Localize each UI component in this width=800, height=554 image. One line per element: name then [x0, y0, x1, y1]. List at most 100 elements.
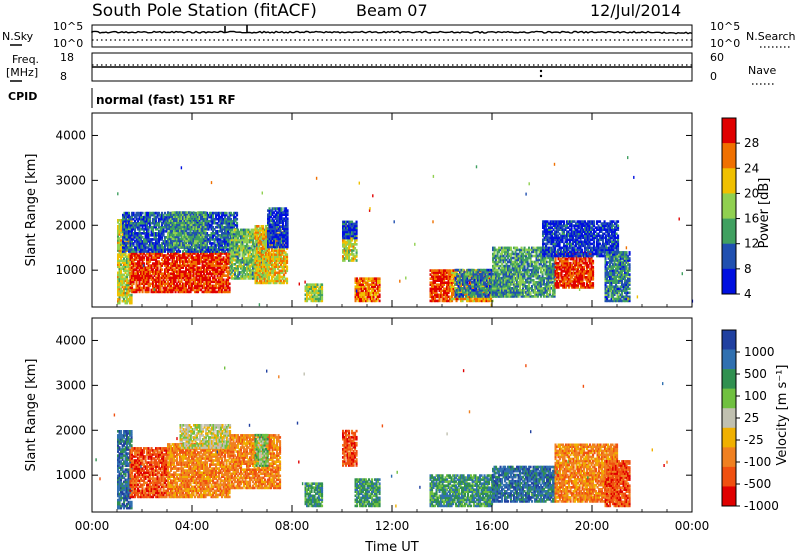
heatmap-cell: [120, 257, 123, 260]
heatmap-cell: [129, 276, 132, 280]
heatmap-cell: [224, 290, 227, 294]
heatmap-cell: [170, 266, 173, 269]
heatmap-cell: [164, 264, 167, 267]
heatmap-cell: [192, 282, 195, 286]
heatmap-cell: [132, 270, 135, 273]
heatmap-cell: [171, 252, 174, 255]
heatmap-cell: [125, 242, 128, 245]
heatmap-cell: [125, 228, 128, 231]
heatmap-cell: [123, 253, 126, 256]
heatmap-cell: [147, 262, 150, 265]
heatmap-cell: [194, 286, 197, 290]
heatmap-cell: [191, 268, 194, 271]
heatmap-cell: [174, 274, 177, 277]
heatmap-cell: [144, 276, 147, 280]
heatmap-cell: [179, 254, 182, 257]
heatmap-cell: [135, 258, 138, 261]
heatmap-cell: [215, 278, 218, 282]
nsearch-label: N.Search: [746, 30, 796, 43]
heatmap-cell: [204, 290, 207, 294]
heatmap-cell: [219, 258, 222, 261]
heatmap-cell: [173, 280, 176, 284]
heatmap-cell: [126, 263, 129, 266]
heatmap-cell: [141, 262, 144, 265]
heatmap-cell: [120, 283, 123, 287]
heatmap-cell: [216, 264, 219, 267]
heatmap-cell: [210, 264, 213, 267]
heatmap-cell: [156, 268, 159, 271]
heatmap-cell: [173, 270, 176, 273]
heatmap-cell: [219, 270, 222, 273]
heatmap-cell: [120, 255, 123, 258]
heatmap-cell: [153, 266, 156, 269]
heatmap-cell: [144, 268, 147, 271]
heatmap-cell: [118, 295, 121, 299]
heatmap-cell: [198, 288, 201, 292]
heatmap-cell: [165, 260, 168, 263]
heatmap-cell: [194, 280, 197, 284]
heatmap-cell: [134, 290, 137, 294]
heatmap-cell: [176, 276, 179, 280]
heatmap-cell: [210, 280, 213, 284]
heatmap-cell: [192, 268, 195, 271]
heatmap-cell: [164, 256, 167, 259]
heatmap-cell: [189, 280, 192, 284]
heatmap-cell: [135, 266, 138, 269]
heatmap-cell: [192, 258, 195, 261]
nsky-tick-top: 10^5: [53, 20, 83, 33]
heatmap-cell: [183, 258, 186, 261]
heatmap-cell: [173, 288, 176, 292]
heatmap-cell: [203, 260, 206, 263]
heatmap-cell: [179, 290, 182, 294]
heatmap-cell: [120, 231, 123, 234]
heatmap-cell: [124, 253, 127, 256]
heatmap-cell: [183, 282, 186, 286]
heatmap-cell: [155, 280, 158, 284]
heatmap-cell: [118, 229, 121, 232]
heatmap-cell: [124, 265, 127, 269]
heatmap-cell: [173, 274, 176, 277]
heatmap-cell: [195, 258, 198, 261]
heatmap-cell: [177, 268, 180, 271]
heatmap-cell: [117, 221, 120, 224]
heatmap-cell: [213, 278, 216, 282]
heatmap-cell: [207, 288, 210, 292]
heatmap-cell: [132, 276, 135, 280]
heatmap-cell: [141, 276, 144, 280]
heatmap-cell: [141, 278, 144, 282]
heatmap-cell: [171, 276, 174, 280]
heatmap-cell: [180, 260, 183, 263]
heatmap-cell: [137, 262, 140, 265]
heatmap-cell: [125, 248, 128, 251]
heatmap-cell: [120, 253, 123, 256]
heatmap-cell: [126, 213, 129, 217]
heatmap-cell: [222, 286, 225, 290]
heatmap-cell: [147, 270, 150, 273]
heatmap-cell: [156, 286, 159, 290]
heatmap-cell: [218, 272, 221, 275]
heatmap-cell: [203, 268, 206, 271]
heatmap-cell: [118, 255, 121, 258]
heatmap-cell: [123, 211, 126, 215]
heatmap-cell: [137, 278, 140, 282]
heatmap-cell: [210, 284, 213, 288]
heatmap-cell: [165, 270, 168, 273]
heatmap-cell: [156, 272, 159, 275]
heatmap-cell: [149, 284, 152, 288]
heatmap-cell: [118, 261, 121, 264]
heatmap-cell: [200, 268, 203, 271]
heatmap-cell: [209, 256, 212, 259]
heatmap-cell: [191, 284, 194, 288]
heatmap-cell: [189, 262, 192, 265]
heatmap-cell: [162, 272, 165, 275]
heatmap-cell: [127, 293, 130, 297]
heatmap-cell: [156, 254, 159, 257]
heatmap-cell: [138, 290, 141, 294]
heatmap-cell: [122, 236, 125, 239]
heatmap-cell: [209, 262, 212, 265]
heatmap-cell: [141, 252, 144, 255]
heatmap-cell: [138, 262, 141, 265]
heatmap-cell: [189, 260, 192, 263]
heatmap-cell: [203, 290, 206, 294]
